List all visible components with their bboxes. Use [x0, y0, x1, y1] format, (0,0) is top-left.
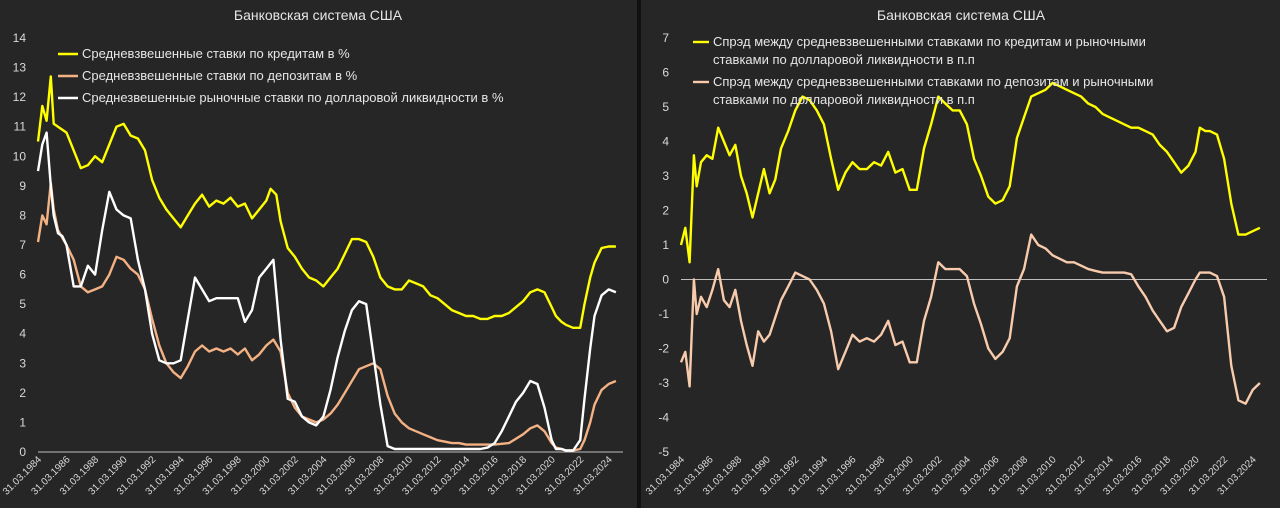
y-tick-label: 1 [19, 415, 26, 429]
y-tick-label: 14 [13, 31, 27, 45]
y-tick-label: -3 [658, 376, 669, 390]
panel-divider [637, 0, 641, 508]
y-tick-label: 7 [662, 31, 669, 45]
y-tick-label: 13 [13, 61, 27, 75]
y-tick-label: 1 [662, 238, 669, 252]
series-line-1 [36, 181, 617, 452]
y-tick-label: -1 [658, 307, 669, 321]
right-chart: Банковская система США -5 -4 -3 -2 -1 0 1 2 3 4 5 6… [644, 7, 1267, 498]
y-tick-label: 0 [662, 273, 669, 287]
legend-entry: Спрэд между средневзвешенными ставками п… [713, 74, 1153, 107]
series-line-0 [36, 75, 616, 329]
legend-entry: Средневзвешенные ставки по депозитам в % [82, 68, 358, 83]
y-tick-label: 10 [13, 149, 27, 163]
y-tick-label: 3 [19, 356, 26, 370]
y-tick-label: 6 [19, 268, 26, 282]
chart-title: Банковская система США [877, 7, 1046, 23]
y-tick-label: 4 [662, 135, 669, 149]
legend-entry: Среднезвешенные рыночные ставки по долла… [82, 90, 504, 105]
y-tick-label: 2 [662, 204, 669, 218]
y-tick-label: 6 [662, 66, 669, 80]
y-tick-label: 0 [19, 445, 26, 459]
y-tick-label: -4 [658, 411, 669, 425]
y-tick-label: 5 [19, 297, 26, 311]
y-tick-label: -5 [658, 445, 669, 459]
y-tick-label: 4 [19, 327, 26, 341]
left-chart-panel: Банковская система США 0 1 2 3 4 5 6 7 8 9 10 11 12 1… [0, 0, 637, 508]
y-tick-label: 9 [19, 179, 26, 193]
y-tick-label: 11 [14, 120, 27, 134]
y-tick-label: 8 [19, 208, 26, 222]
series-line-2 [36, 131, 617, 452]
y-tick-label: 12 [13, 90, 27, 104]
y-tick-label: 5 [662, 100, 669, 114]
series-line-1 [679, 233, 1261, 405]
y-tick-label: 2 [19, 386, 26, 400]
y-tick-label: -2 [658, 342, 669, 356]
left-chart: Банковская система США 01234567891011121… [1, 7, 623, 498]
chart-title: Банковская система США [234, 7, 403, 23]
y-tick-label: 7 [19, 238, 26, 252]
y-tick-label: 3 [662, 169, 669, 183]
series-line-0 [679, 81, 1261, 264]
legend-entry: Средневзвешенные ставки по кредитам в % [82, 46, 350, 61]
right-chart-panel: Банковская система США -5 -4 -3 -2 -1 0 1 2 3 4 5 6… [641, 0, 1280, 508]
legend-entry: Спрэд между средневзвешенными ставками п… [713, 34, 1146, 67]
